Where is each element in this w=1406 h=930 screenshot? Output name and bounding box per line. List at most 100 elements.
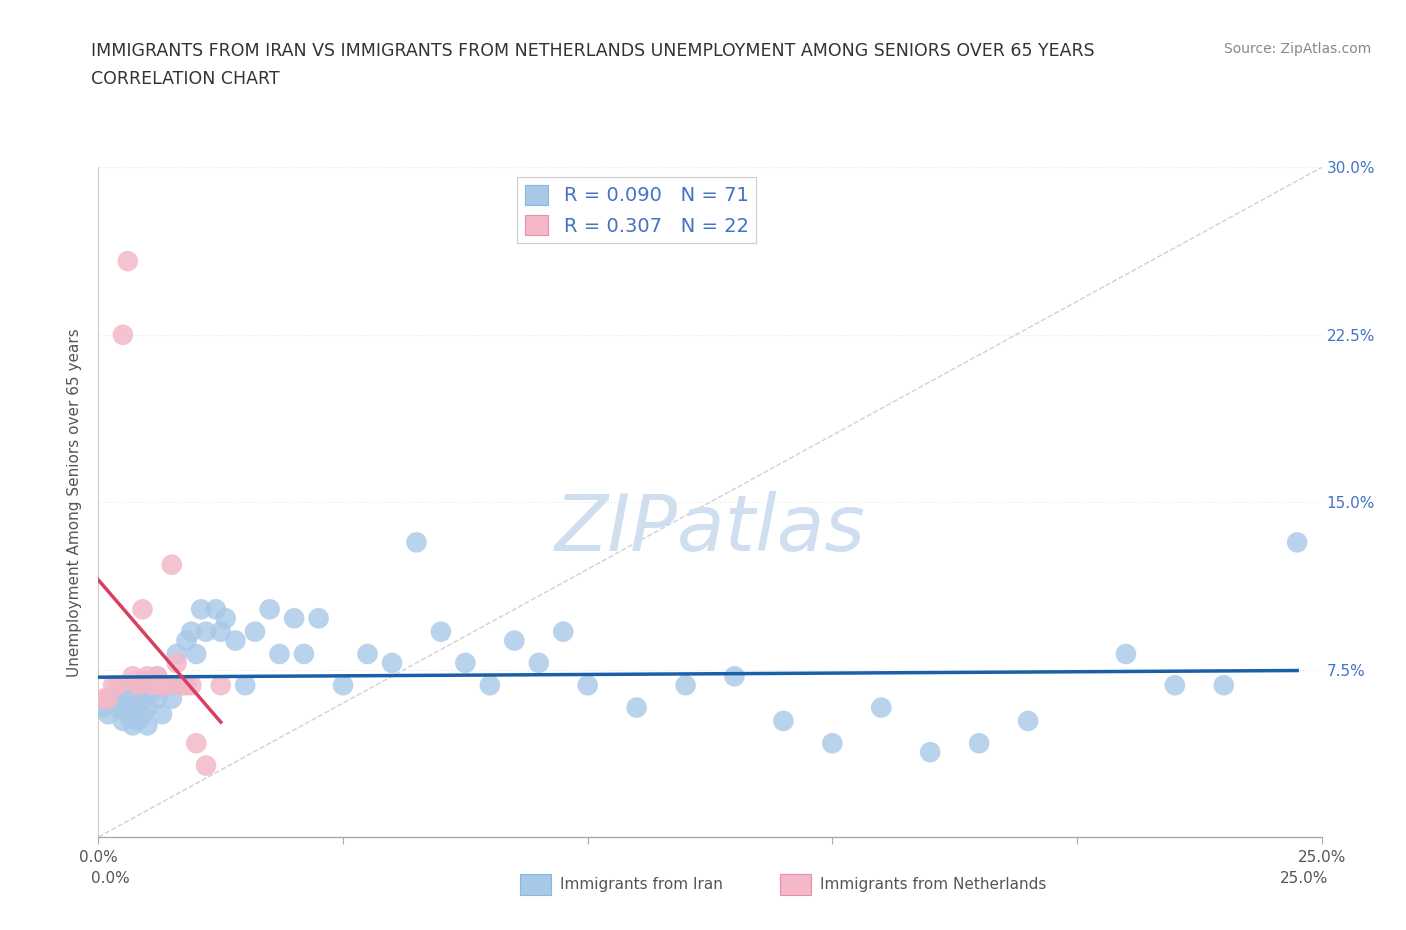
Point xyxy=(101,691,124,706)
Point xyxy=(127,678,149,693)
Point xyxy=(332,678,354,693)
Y-axis label: Unemployment Among Seniors over 65 years: Unemployment Among Seniors over 65 years xyxy=(67,328,83,677)
Point xyxy=(176,633,198,648)
Point xyxy=(292,646,315,661)
Legend: R = 0.090   N = 71, R = 0.307   N = 22: R = 0.090 N = 71, R = 0.307 N = 22 xyxy=(517,177,756,244)
Point xyxy=(141,678,163,693)
Point xyxy=(136,684,159,699)
Point xyxy=(205,602,228,617)
Point xyxy=(146,669,169,684)
Point xyxy=(405,535,427,550)
Point xyxy=(821,736,844,751)
Point xyxy=(283,611,305,626)
Point xyxy=(131,707,153,722)
Point xyxy=(920,745,942,760)
Point xyxy=(170,678,193,693)
Point xyxy=(141,684,163,699)
Point xyxy=(170,678,193,693)
Point xyxy=(772,713,794,728)
Point xyxy=(1212,678,1234,693)
Point xyxy=(121,700,143,715)
Point xyxy=(136,669,159,684)
Text: IMMIGRANTS FROM IRAN VS IMMIGRANTS FROM NETHERLANDS UNEMPLOYMENT AMONG SENIORS O: IMMIGRANTS FROM IRAN VS IMMIGRANTS FROM … xyxy=(91,42,1095,60)
Point xyxy=(146,669,169,684)
Point xyxy=(356,646,378,661)
Point xyxy=(117,254,139,269)
Point xyxy=(186,646,208,661)
Point xyxy=(166,646,188,661)
Point xyxy=(117,707,139,722)
Point xyxy=(111,678,134,693)
Point xyxy=(180,624,202,639)
Point xyxy=(190,602,212,617)
Point xyxy=(160,691,183,706)
Point xyxy=(121,669,143,684)
Point xyxy=(101,678,124,693)
Point xyxy=(243,624,266,639)
Text: Source: ZipAtlas.com: Source: ZipAtlas.com xyxy=(1223,42,1371,56)
Point xyxy=(121,718,143,733)
Point xyxy=(195,758,218,773)
Point xyxy=(176,678,198,693)
Text: 0.0%: 0.0% xyxy=(91,871,131,886)
Point xyxy=(117,684,139,699)
Point xyxy=(195,624,218,639)
Point xyxy=(503,633,526,648)
Point xyxy=(160,557,183,572)
Point xyxy=(454,656,477,671)
Point xyxy=(127,713,149,728)
Point xyxy=(166,656,188,671)
Point xyxy=(1164,678,1187,693)
Point xyxy=(576,678,599,693)
Point xyxy=(127,678,149,693)
Point xyxy=(107,700,129,715)
Text: Immigrants from Netherlands: Immigrants from Netherlands xyxy=(820,877,1046,892)
Point xyxy=(675,678,697,693)
Point xyxy=(121,678,143,693)
Point xyxy=(150,678,173,693)
Point xyxy=(478,678,501,693)
Point xyxy=(381,656,404,671)
Point xyxy=(107,678,129,693)
Point xyxy=(111,696,134,711)
Text: ZIPatlas: ZIPatlas xyxy=(554,491,866,567)
Point xyxy=(136,718,159,733)
Point xyxy=(131,673,153,688)
Point xyxy=(131,691,153,706)
Point xyxy=(1017,713,1039,728)
Point xyxy=(180,678,202,693)
Point xyxy=(1286,535,1309,550)
Point xyxy=(233,678,256,693)
Point xyxy=(111,327,134,342)
Point xyxy=(553,624,575,639)
Point xyxy=(136,700,159,715)
Text: CORRELATION CHART: CORRELATION CHART xyxy=(91,70,280,87)
Point xyxy=(214,611,236,626)
Point xyxy=(209,678,232,693)
Point xyxy=(269,646,291,661)
Point xyxy=(91,691,114,706)
Point xyxy=(150,678,173,693)
Point xyxy=(1115,646,1137,661)
Point xyxy=(156,678,179,693)
Point xyxy=(870,700,893,715)
Point xyxy=(186,736,208,751)
Point xyxy=(97,707,120,722)
Point xyxy=(150,707,173,722)
Point xyxy=(430,624,453,639)
Point xyxy=(91,700,114,715)
Point xyxy=(308,611,330,626)
Point xyxy=(127,696,149,711)
Point xyxy=(626,700,648,715)
Point xyxy=(146,691,169,706)
Point xyxy=(224,633,246,648)
Point xyxy=(156,678,179,693)
Point xyxy=(131,602,153,617)
Point xyxy=(209,624,232,639)
Point xyxy=(259,602,281,617)
Point xyxy=(967,736,990,751)
Text: 25.0%: 25.0% xyxy=(1281,871,1329,886)
Point xyxy=(107,684,129,699)
Point xyxy=(723,669,745,684)
Point xyxy=(527,656,550,671)
